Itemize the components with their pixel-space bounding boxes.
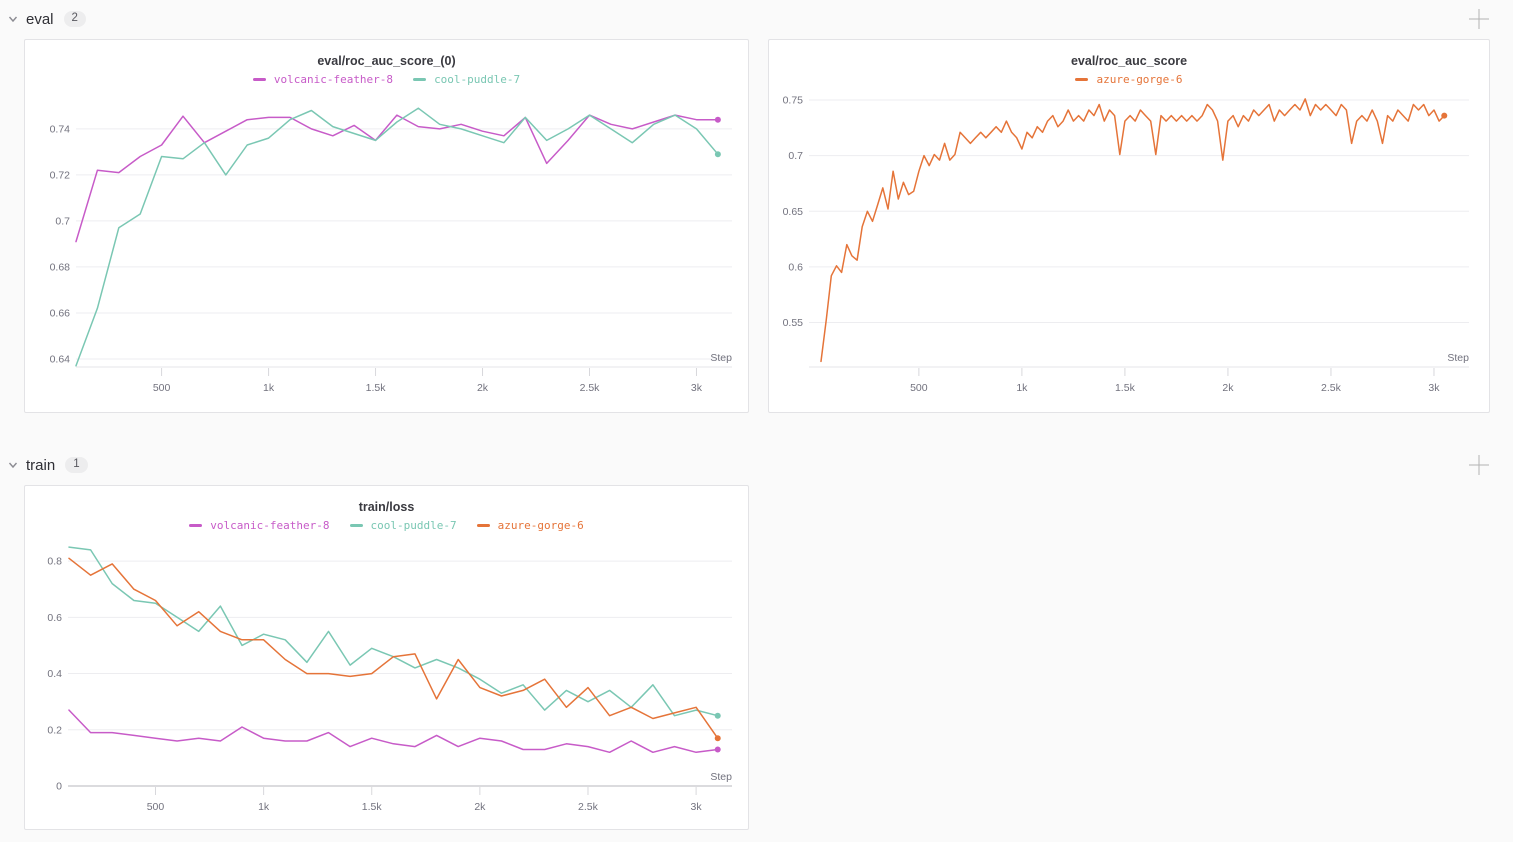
y-tick-label: 0.74: [50, 123, 71, 135]
chevron-down-icon[interactable]: [6, 458, 20, 472]
section-train: train 1 train/loss volcanic-feather-8 coo…: [0, 452, 1513, 830]
chart-legend: volcanic-feather-8 cool-puddle-7 azure-gor…: [189, 519, 584, 533]
x-tick-label: 2k: [1222, 382, 1234, 394]
plus-icon: [1466, 6, 1492, 32]
x-tick-label: 3k: [691, 801, 703, 813]
chart-legend: volcanic-feather-8 cool-puddle-7: [252, 73, 520, 87]
legend-item: azure-gorge-6: [476, 519, 584, 533]
series-line-azure-gorge-6: [820, 98, 1446, 363]
y-tick-label: 0.72: [50, 169, 71, 181]
chart-title: eval/roc_auc_score: [1070, 54, 1188, 68]
chart-plot: 0.64 0.66 0.68 0.7 0.72 0.74 500 1k 1.5k 2k 2.5k 3k…: [50, 107, 732, 394]
step-axis-label: Step: [710, 352, 732, 364]
legend-run-name: azure-gorge-6: [1096, 73, 1183, 87]
add-panel-button[interactable]: [1465, 5, 1493, 33]
y-tick-label: 0.64: [50, 353, 71, 365]
y-tick-label: 0.65: [783, 206, 804, 218]
chart-plot: 0.55 0.6 0.65 0.7 0.75 500 1k 1.5k 2k 2.5k 3k Step: [783, 96, 1470, 394]
legend-run-name: volcanic-feather-8: [210, 519, 330, 533]
add-panel-button[interactable]: [1465, 451, 1493, 479]
legend-run-name: cool-puddle-7: [434, 73, 521, 87]
y-tick-label: 0.7: [55, 215, 70, 227]
section-title: eval: [26, 10, 54, 28]
chart-header: eval/roc_auc_score azure-gorge-6: [769, 40, 1489, 96]
x-tick-label: 3k: [691, 382, 703, 394]
series-endpoint-dot: [714, 735, 721, 742]
x-tick-label: 2k: [474, 801, 486, 813]
step-axis-label: Step: [710, 771, 732, 783]
x-tick-label: 1k: [1016, 382, 1028, 394]
legend-item: cool-puddle-7: [349, 519, 457, 533]
y-tick-label: 0.6: [788, 261, 803, 273]
x-tick-label: 1k: [263, 382, 275, 394]
series-line-cool-puddle-7: [75, 107, 719, 367]
legend-run-name: azure-gorge-6: [497, 519, 584, 533]
chart-header: eval/roc_auc_score_(0) volcanic-feather-…: [25, 40, 748, 96]
chart-plot: 0 0.2 0.4 0.6 0.8 500 1k 1.5k 2k 2.5k 3k Step: [47, 546, 732, 813]
x-tick-label: 2.5k: [578, 801, 599, 813]
legend-item: cool-puddle-7: [413, 73, 520, 86]
panel-row-train: train/loss volcanic-feather-8 cool-puddle…: [0, 485, 1513, 830]
section-header-train[interactable]: train 1: [0, 452, 1513, 478]
y-tick-label: 0.68: [50, 261, 71, 273]
x-tick-label: 1.5k: [362, 801, 383, 813]
legend-swatch: [349, 524, 363, 528]
x-tick-label: 1k: [258, 801, 270, 813]
series-line-cool-puddle-7: [68, 546, 719, 717]
series-endpoint-dot: [714, 151, 721, 158]
x-tick-label: 500: [147, 801, 165, 813]
panel-row-eval: eval/roc_auc_score_(0) volcanic-feather-…: [0, 39, 1513, 413]
x-tick-label: 1.5k: [366, 382, 387, 394]
section-title: train: [26, 456, 56, 474]
y-tick-label: 0.7: [788, 150, 803, 162]
legend-run-name: cool-puddle-7: [370, 519, 457, 533]
y-tick-label: 0.75: [783, 96, 804, 107]
chart-title: train/loss: [358, 500, 415, 514]
series-endpoint-dot: [714, 746, 721, 753]
series-endpoint-dot: [714, 116, 721, 123]
series-endpoint-dot: [714, 712, 721, 719]
series-line-volcanic-feather-8: [75, 114, 719, 243]
panel-count-badge: 1: [65, 457, 88, 473]
chart-panel[interactable]: eval/roc_auc_score_(0) volcanic-feather-…: [24, 39, 749, 413]
x-tick-label: 1.5k: [1115, 382, 1136, 394]
legend-item: volcanic-feather-8: [189, 519, 330, 533]
y-tick-label: 0.4: [47, 668, 62, 680]
x-tick-label: 500: [153, 382, 171, 394]
legend-swatch: [189, 524, 203, 528]
plus-icon: [1466, 452, 1492, 478]
section-header-eval[interactable]: eval 2: [0, 6, 1513, 32]
series-endpoint-dot: [1441, 112, 1448, 119]
chart-header: train/loss volcanic-feather-8 cool-puddle…: [25, 486, 748, 542]
y-tick-label: 0.6: [47, 612, 62, 624]
chart-legend: azure-gorge-6: [1075, 73, 1183, 87]
y-tick-label: 0.55: [783, 317, 804, 329]
y-tick-label: 0: [56, 781, 62, 793]
chart-panel[interactable]: eval/roc_auc_score azure-gorge-6 0.55 0.6…: [768, 39, 1490, 413]
series-line-volcanic-feather-8: [68, 709, 719, 754]
section-eval: eval 2 eval/roc_auc_score_(0) volcanic-f…: [0, 6, 1513, 413]
legend-swatch: [252, 78, 266, 82]
panel-count-badge: 2: [63, 11, 86, 27]
x-tick-label: 2k: [477, 382, 489, 394]
legend-item: volcanic-feather-8: [252, 73, 394, 87]
y-tick-label: 0.66: [50, 307, 71, 319]
series-line-azure-gorge-6: [68, 557, 719, 739]
x-tick-label: 500: [910, 382, 928, 394]
legend-item: azure-gorge-6: [1075, 73, 1183, 87]
chart-title: eval/roc_auc_score_(0): [317, 54, 456, 68]
y-tick-label: 0.8: [47, 556, 62, 568]
y-tick-label: 0.2: [47, 724, 62, 736]
x-tick-label: 2.5k: [580, 382, 601, 394]
chevron-down-icon[interactable]: [6, 12, 20, 26]
legend-swatch: [476, 524, 490, 528]
legend-swatch: [413, 78, 427, 82]
chart-panel[interactable]: train/loss volcanic-feather-8 cool-puddle…: [24, 485, 749, 830]
x-tick-label: 2.5k: [1321, 382, 1342, 394]
x-tick-label: 3k: [1428, 382, 1440, 394]
step-axis-label: Step: [1447, 352, 1469, 364]
legend-swatch: [1075, 78, 1089, 82]
legend-run-name: volcanic-feather-8: [273, 73, 394, 87]
